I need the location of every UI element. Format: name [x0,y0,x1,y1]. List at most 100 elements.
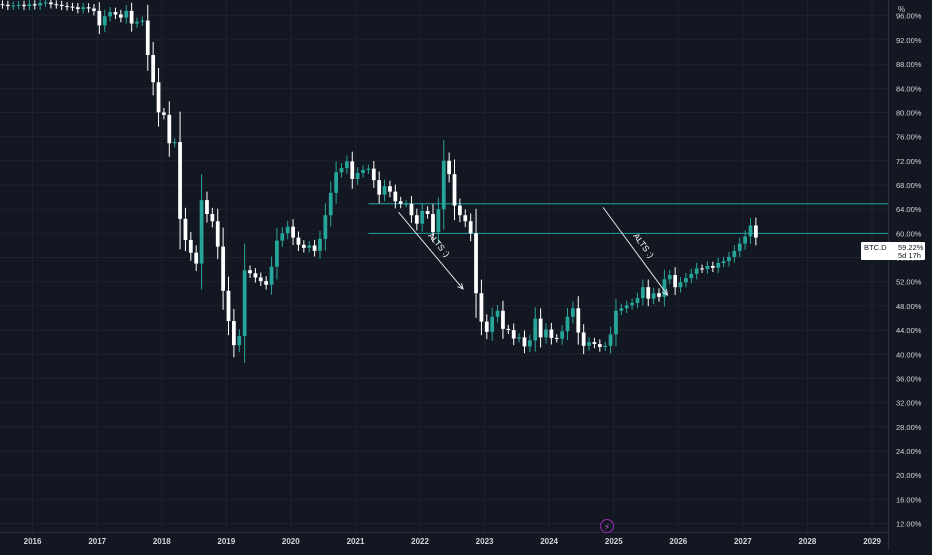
candle-body [560,331,565,339]
candle-body [162,112,166,115]
time-tick-label: 2017 [88,537,106,546]
candle-body [199,200,204,264]
last-price-value: 59.22% [898,243,924,252]
candle-body [484,321,489,332]
time-tick-label: 2028 [798,537,816,546]
candle-body [587,342,591,346]
candle-body [603,345,608,348]
candle-body [75,7,80,10]
candle-body [436,209,441,233]
arrow-line[interactable] [602,207,668,296]
candle-body [118,14,123,18]
candle-body [285,226,290,234]
candle-body [205,200,209,215]
candle-body [608,334,613,346]
candle-body [522,337,527,347]
lightning-icon[interactable]: ⚡ [600,519,614,533]
candle-body [355,172,360,179]
candle-body [188,240,193,253]
price-unit-label[interactable]: % [898,5,906,14]
candle-body [538,318,543,338]
candle-body [382,186,387,195]
candle-body [328,192,333,216]
candle-body [70,6,75,8]
candle-body [318,238,322,251]
candle-body [404,203,408,205]
candle-body [145,20,150,56]
time-tick-label: 2020 [282,537,300,546]
last-price-tag: BTC.D 59.22% 5d 17h [861,242,925,260]
candle-body [576,308,581,333]
annotation-text[interactable]: ALTS :) [426,231,452,259]
candle-body [275,240,279,267]
candle-body [301,244,306,248]
candle-body [684,278,688,283]
candle-body [86,7,91,9]
annotation-text[interactable]: ALTS :) [631,231,656,260]
candle-body [458,205,462,216]
candle-body [463,215,468,222]
time-tick-label: 2027 [734,537,752,546]
candle-body [361,169,365,173]
arrow-line[interactable] [398,211,464,290]
candle-body [388,186,392,192]
candle-body [231,321,236,346]
candle-body [22,4,26,7]
price-tick-label: 88.00% [896,60,922,69]
candle-body [129,10,134,24]
candle-body [339,168,344,173]
candle-body [624,305,629,309]
candle-body [92,8,96,11]
candle-body [667,275,672,280]
arrow-head [457,283,464,290]
candle-body [597,343,602,348]
candle-body [334,172,339,193]
candle-body [705,266,710,270]
price-tick-label: 20.00% [896,471,922,480]
candle-body [571,308,575,317]
price-tick-label: 44.00% [896,326,922,335]
candle-body [54,4,59,6]
candle-body [716,262,721,268]
price-axis: 96.00% 92.00% 88.00% 84.00% 80.00% 76.00% 72.0… [896,12,922,529]
candle-body [113,12,118,15]
arrow-head [662,289,669,296]
time-tick-label: 2024 [540,537,558,546]
time-tick-label: 2026 [669,537,687,546]
candle-body [689,273,694,279]
time-tick-label: 2021 [347,537,365,546]
candle-body [226,290,231,322]
candle-body [700,268,704,270]
candle-body [135,21,139,24]
candle-body [210,214,215,222]
candle-body [97,10,102,26]
candle-body [727,256,731,262]
time-tick-label: 2025 [605,537,623,546]
candle-body [630,302,634,306]
price-tick-label: 52.00% [896,278,922,287]
last-price-symbol: BTC.D [864,243,887,252]
candle-body [253,273,258,278]
candle-body [748,225,753,237]
price-tick-label: 48.00% [896,302,922,311]
candle-body [452,174,457,206]
price-tick-label: 96.00% [896,12,922,21]
candle-body [5,4,10,7]
candle-body [694,268,699,274]
candle-body [431,214,435,233]
candle-body [151,55,156,83]
candle-body [258,277,263,282]
candle-body [662,279,667,297]
candle-body [565,316,570,332]
candle-body [737,243,742,251]
time-tick-label: 2022 [411,537,429,546]
candle-body [291,226,295,238]
candle-body [743,236,747,244]
candle-body [49,2,53,5]
candle-body [248,270,252,274]
candle-body [468,221,473,234]
candle-body [495,310,500,317]
price-tick-label: 80.00% [896,108,922,117]
